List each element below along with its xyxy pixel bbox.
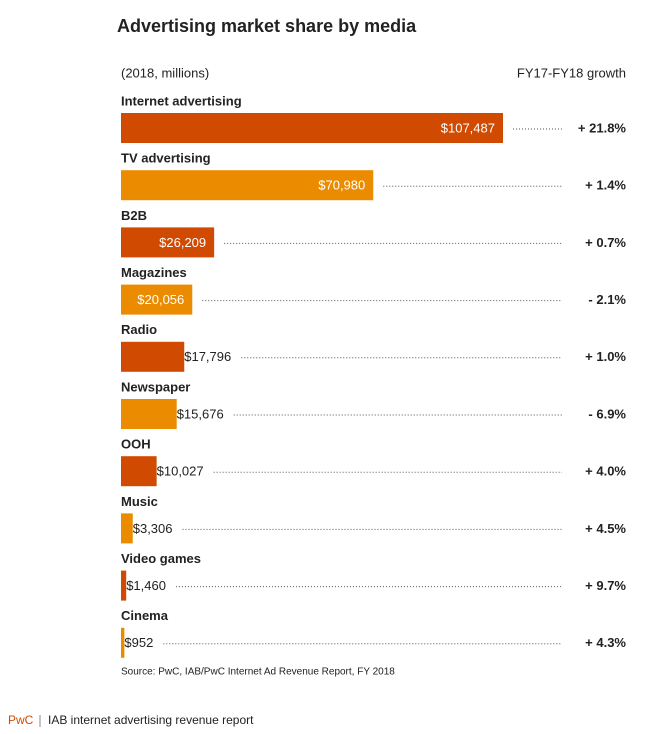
value-label: $952 [124, 635, 153, 650]
category-label: Video games [121, 551, 201, 566]
source: Source: PwC, IAB/PwC Internet Ad Revenue… [121, 667, 395, 678]
footer-text: IAB internet advertising revenue report [48, 713, 254, 727]
category-label: Cinema [121, 608, 169, 623]
value-label: $26,209 [159, 235, 206, 250]
value-label: $1,460 [126, 578, 166, 593]
bar [121, 227, 215, 258]
growth-label: + 9.7% [585, 578, 626, 593]
bar [121, 570, 127, 601]
growth-label: + 4.5% [585, 521, 626, 536]
growth-label: - 6.9% [588, 406, 626, 421]
value-label: $15,676 [177, 406, 224, 421]
growth-label: + 1.0% [585, 349, 626, 364]
value-label: $20,056 [137, 292, 184, 307]
category-label: Music [121, 494, 158, 509]
value-label: $107,487 [441, 120, 495, 135]
category-label: TV advertising [121, 151, 211, 166]
growth-label: + 21.8% [578, 120, 627, 135]
bar [121, 513, 133, 544]
growth-label: + 4.3% [585, 635, 626, 650]
value-label: $70,980 [318, 178, 365, 193]
growth-label: + 0.7% [585, 235, 626, 250]
category-label: Magazines [121, 265, 187, 280]
category-label: B2B [121, 208, 147, 223]
growth-label: + 1.4% [585, 178, 626, 193]
category-label: OOH [121, 437, 151, 452]
bar [121, 113, 503, 143]
bar [121, 284, 193, 315]
footer-brand: PwC [8, 713, 34, 727]
bar [121, 170, 374, 201]
bar [121, 627, 125, 658]
category-label: Radio [121, 322, 157, 337]
value-label: $3,306 [133, 521, 173, 536]
value-label: $17,796 [184, 349, 231, 364]
bar [121, 456, 157, 487]
category-label: Internet advertising [121, 93, 242, 108]
category-label: Newspaper [121, 379, 190, 394]
growth-header: FY17-FY18 growth [517, 65, 626, 80]
bar [121, 341, 185, 372]
growth-label: + 4.0% [585, 464, 626, 479]
subtitle: (2018, millions) [121, 65, 209, 80]
value-label: $10,027 [157, 464, 204, 479]
chart-title: Advertising market share by media [117, 16, 417, 36]
growth-label: - 2.1% [588, 292, 626, 307]
bar [121, 399, 177, 429]
